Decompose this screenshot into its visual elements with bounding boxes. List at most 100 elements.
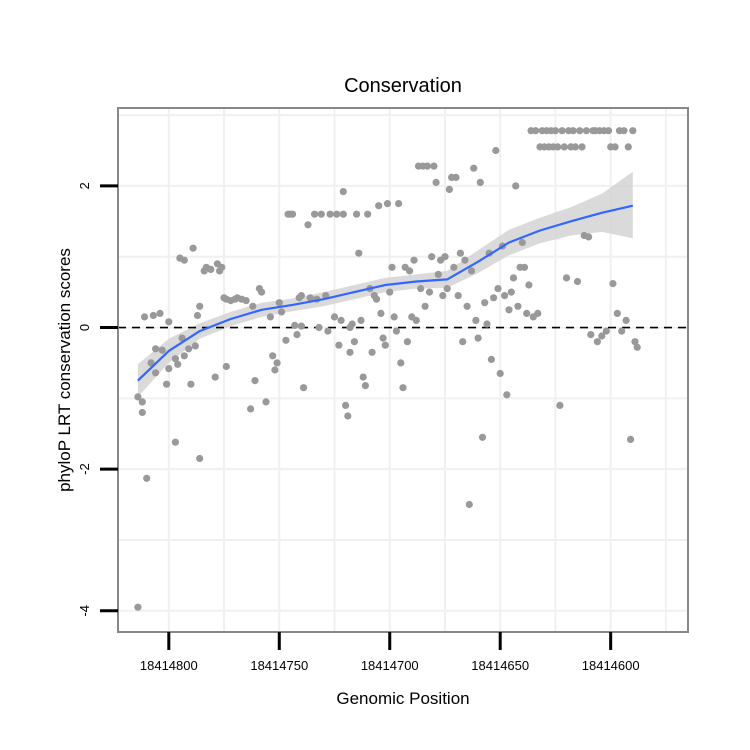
- data-point: [218, 263, 226, 271]
- data-point: [441, 253, 449, 261]
- data-point: [534, 309, 542, 317]
- data-point: [165, 365, 173, 373]
- data-point: [585, 233, 593, 241]
- data-point: [271, 366, 279, 374]
- chart-title: Conservation: [344, 75, 462, 97]
- data-point: [375, 202, 383, 210]
- data-point: [518, 238, 526, 247]
- data-point: [432, 178, 440, 186]
- data-point: [395, 200, 403, 208]
- data-point: [593, 338, 602, 346]
- data-point: [399, 384, 407, 392]
- data-point: [501, 292, 509, 300]
- data-point: [158, 346, 166, 354]
- data-point: [324, 327, 332, 335]
- y-tick-label: 0: [77, 324, 92, 331]
- data-point: [333, 210, 341, 218]
- data-point: [330, 313, 339, 321]
- data-point: [417, 285, 425, 293]
- data-point: [428, 253, 436, 261]
- x-tick-label: 18414600: [582, 658, 640, 673]
- data-point: [454, 292, 462, 300]
- smooth-line-layer: [137, 204, 634, 382]
- data-point: [505, 306, 513, 314]
- data-point: [554, 143, 562, 151]
- data-point: [266, 313, 274, 321]
- x-tick-label: 18414800: [140, 658, 198, 673]
- data-point: [152, 345, 160, 353]
- data-point: [556, 401, 564, 409]
- data-point: [386, 288, 394, 296]
- data-point: [249, 302, 257, 310]
- data-point: [344, 412, 352, 420]
- data-point: [350, 338, 358, 346]
- data-point: [368, 348, 376, 356]
- data-point: [315, 323, 323, 332]
- data-point: [390, 313, 398, 321]
- data-point: [445, 185, 453, 193]
- x-axis-title: Genomic Position: [336, 689, 469, 708]
- data-point: [576, 127, 584, 135]
- data-point: [496, 369, 504, 378]
- data-point: [152, 369, 160, 377]
- data-point: [598, 332, 606, 340]
- data-point: [355, 249, 363, 257]
- data-point: [430, 162, 438, 170]
- data-point: [317, 210, 325, 218]
- data-point: [388, 263, 396, 271]
- data-point: [452, 173, 460, 181]
- data-point: [143, 474, 151, 482]
- data-point: [134, 603, 142, 611]
- data-point: [300, 384, 308, 392]
- y-axis-ticks: -4 -2 0 2: [77, 182, 118, 617]
- data-point: [357, 316, 365, 324]
- data-point: [551, 127, 560, 135]
- data-point: [571, 143, 579, 151]
- data-point: [258, 288, 266, 296]
- x-axis-ticks: 18414800 18414750 18414700 18414650 18414600: [140, 632, 640, 673]
- data-point: [403, 338, 411, 346]
- data-point: [490, 294, 498, 302]
- data-point: [211, 373, 219, 381]
- data-point: [359, 373, 367, 381]
- data-point: [138, 398, 146, 406]
- data-point: [514, 302, 522, 310]
- data-point: [361, 382, 369, 390]
- data-point: [587, 331, 595, 339]
- scatter-points: [134, 127, 641, 611]
- panel-border: [117, 107, 689, 633]
- data-point: [178, 334, 186, 342]
- data-point: [134, 393, 142, 401]
- data-point: [273, 359, 281, 367]
- y-tick-label: -2: [77, 463, 92, 475]
- data-point: [582, 127, 591, 135]
- data-point: [459, 338, 467, 346]
- data-point: [288, 210, 297, 218]
- data-point: [622, 316, 630, 324]
- data-point: [138, 408, 146, 417]
- data-point: [481, 299, 489, 307]
- data-point: [372, 295, 381, 303]
- data-point: [335, 341, 343, 349]
- data-point: [609, 280, 617, 288]
- data-point: [509, 274, 518, 282]
- grid-lines: [118, 108, 688, 632]
- data-point: [624, 143, 632, 151]
- data-point: [618, 327, 626, 335]
- data-point: [277, 308, 286, 316]
- data-point: [604, 127, 613, 135]
- data-point: [620, 127, 628, 135]
- data-point: [463, 302, 471, 310]
- data-point: [397, 359, 405, 367]
- data-point: [627, 435, 635, 443]
- data-point: [492, 146, 500, 155]
- data-point: [633, 343, 641, 351]
- data-point: [562, 274, 571, 282]
- x-tick-label: 18414700: [361, 658, 419, 673]
- data-point: [412, 316, 420, 324]
- y-axis-title: phyloP LRT conservation scores: [55, 248, 74, 492]
- data-point: [377, 309, 385, 317]
- data-point: [364, 210, 372, 218]
